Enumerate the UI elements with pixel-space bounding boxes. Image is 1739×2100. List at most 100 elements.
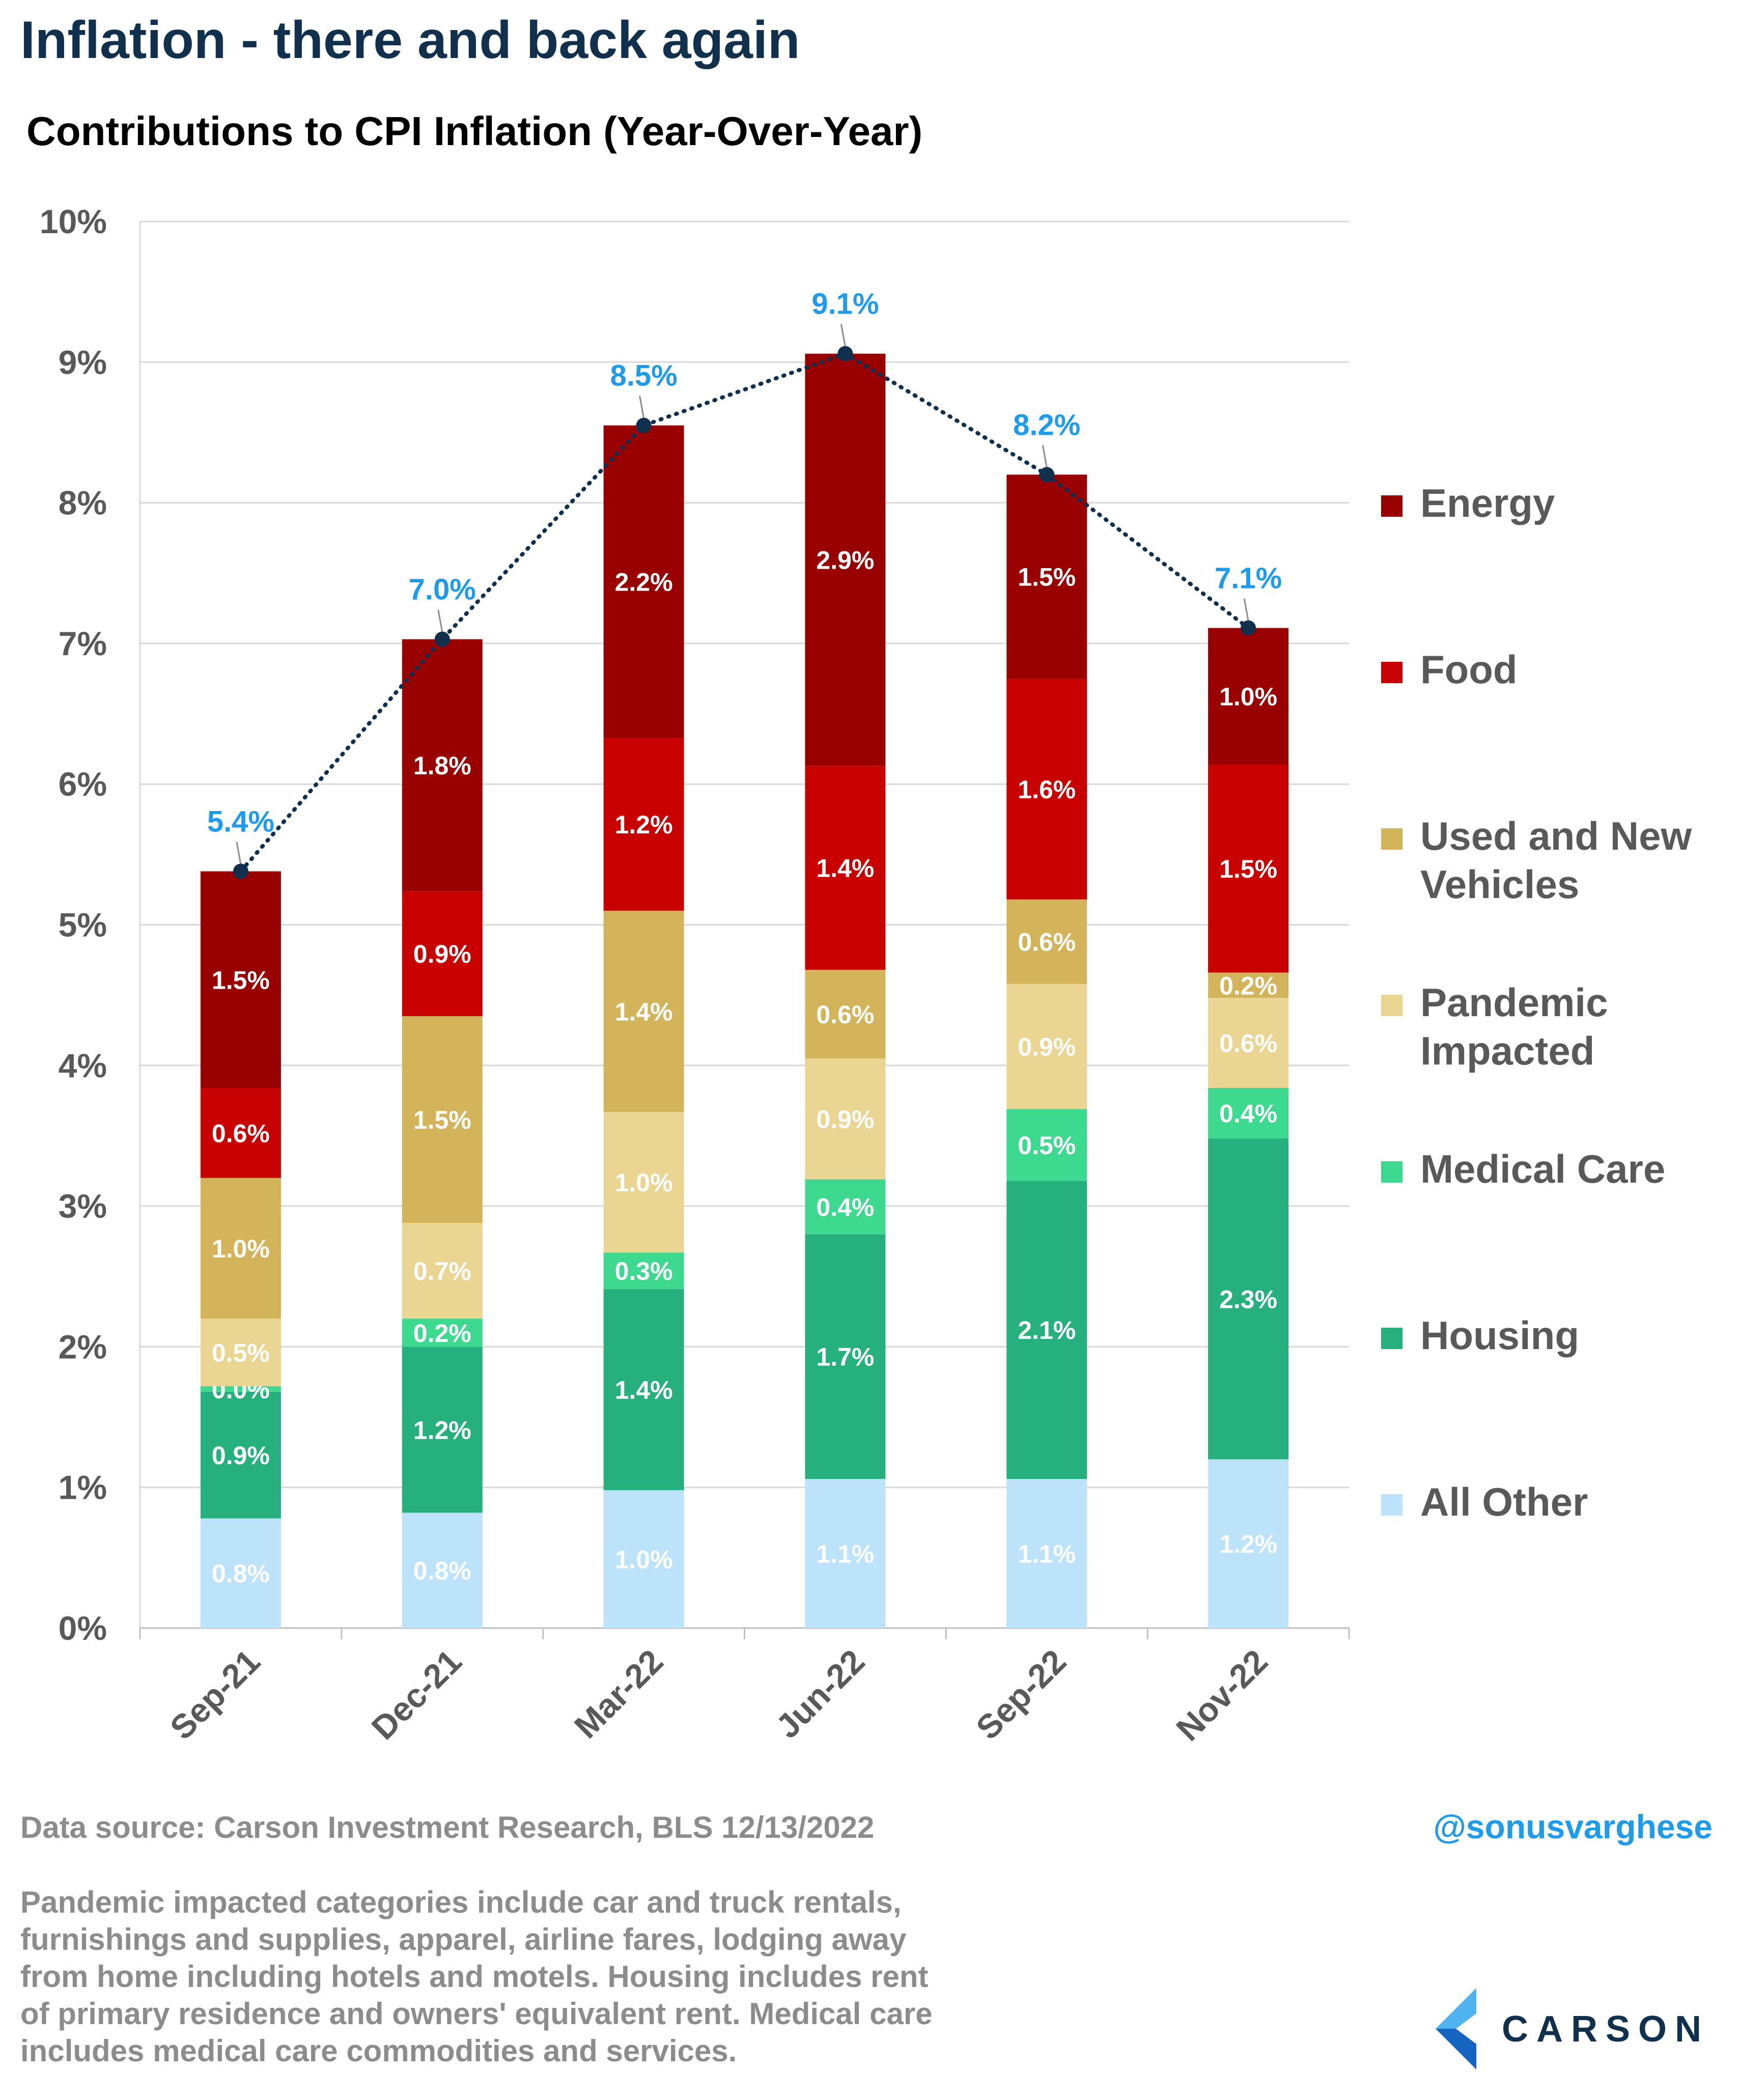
bar-segment-label: 1.5% bbox=[212, 966, 270, 994]
total-point bbox=[837, 346, 853, 361]
bar-segment-label: 1.2% bbox=[1219, 1530, 1277, 1558]
bar-segment bbox=[603, 1111, 684, 1253]
bar-segment-label: 0.9% bbox=[413, 940, 471, 968]
bar-segment-label: 1.2% bbox=[615, 810, 673, 839]
bar-segment bbox=[200, 1518, 281, 1628]
bar-segment bbox=[200, 1178, 281, 1319]
bar-segment-label: 0.2% bbox=[1219, 971, 1277, 1000]
bar-segment-label: 2.2% bbox=[615, 568, 673, 596]
bar-segment-label: 1.2% bbox=[413, 1416, 471, 1444]
gridlines bbox=[139, 220, 1350, 1639]
y-axis-ticks: 0% 1% 2% 3% 4% 5% 6% 7% 8% 9% 10% bbox=[40, 203, 107, 1647]
bar-segment-label: 1.4% bbox=[615, 1376, 673, 1405]
bar-segment-label: 0.9% bbox=[1018, 1032, 1076, 1061]
bar-segment bbox=[1006, 1181, 1087, 1479]
bar-segment bbox=[1006, 1109, 1087, 1181]
bar-segment-label: 0.2% bbox=[413, 1319, 471, 1348]
total-label: 9.1% bbox=[811, 288, 879, 321]
total-point bbox=[233, 863, 248, 879]
total-point bbox=[1241, 620, 1256, 636]
author-handle[interactable]: @sonusvarghese bbox=[1433, 1808, 1713, 1845]
bar-segment bbox=[402, 639, 483, 891]
bar-segment-label: 0.7% bbox=[413, 1257, 471, 1285]
x-tick-label: Jun-22 bbox=[769, 1642, 872, 1746]
bar-segment-label: 0.4% bbox=[1219, 1100, 1277, 1128]
bar-segment bbox=[402, 1223, 483, 1319]
bar-segment bbox=[1208, 1088, 1289, 1139]
carson-logo: CARSON bbox=[1425, 1983, 1710, 2075]
carson-logo-mark-icon bbox=[1436, 1988, 1476, 2069]
y-tick-label: 8% bbox=[59, 484, 107, 522]
bar-segment-label: 1.0% bbox=[615, 1168, 673, 1197]
y-tick-label: 0% bbox=[59, 1609, 107, 1647]
bar-segment-label: 1.6% bbox=[1018, 775, 1076, 804]
total-point bbox=[636, 417, 652, 433]
bar-segment bbox=[200, 871, 281, 1088]
bar-segment-label: 0.4% bbox=[816, 1193, 874, 1221]
legend-label: Vehicles bbox=[1420, 862, 1579, 907]
bar-segment bbox=[805, 766, 886, 970]
legend-swatch bbox=[1381, 995, 1403, 1016]
bar-segment-label: 0.5% bbox=[212, 1338, 270, 1367]
legend-label: Used and New bbox=[1420, 814, 1692, 858]
bar-segment-label: 0.3% bbox=[615, 1257, 673, 1285]
y-tick-label: 6% bbox=[59, 765, 107, 803]
bar-segment bbox=[402, 891, 483, 1017]
footnote: Pandemic impacted categories include car… bbox=[20, 1884, 1064, 2069]
x-tick-label: Sep-21 bbox=[162, 1642, 267, 1747]
bar-segment-label: 0.9% bbox=[212, 1441, 270, 1470]
y-tick-label: 3% bbox=[59, 1187, 107, 1225]
bar-segment-label: 1.4% bbox=[615, 997, 673, 1026]
total-label-leader bbox=[1042, 445, 1048, 468]
total-label-leader bbox=[639, 396, 645, 418]
bar-segment-label: 1.0% bbox=[1219, 683, 1277, 711]
bar-segment-label: 0.8% bbox=[413, 1557, 471, 1585]
bar-segment bbox=[1006, 1479, 1087, 1628]
total-point bbox=[1039, 467, 1055, 483]
bar-segment bbox=[402, 1016, 483, 1223]
footnote-line: from home including hotels and motels. H… bbox=[20, 1959, 929, 1994]
chart-subtitle: Contributions to CPI Inflation (Year-Ove… bbox=[26, 108, 923, 154]
x-tick-label: Nov-22 bbox=[1169, 1642, 1275, 1748]
y-tick-label: 10% bbox=[40, 203, 107, 240]
x-tick-label: Mar-22 bbox=[567, 1642, 670, 1746]
total-label: 8.2% bbox=[1013, 408, 1080, 441]
footnote-line: of primary residence and owners' equival… bbox=[20, 1997, 933, 2031]
legend-label: Impacted bbox=[1420, 1028, 1594, 1073]
footnote-line: Pandemic impacted categories include car… bbox=[20, 1885, 902, 1919]
x-tick-label: Dec-21 bbox=[364, 1642, 468, 1747]
bar-segment-label: 1.1% bbox=[1018, 1540, 1076, 1569]
bar-segment bbox=[1006, 474, 1087, 679]
legend-label: Pandemic bbox=[1420, 980, 1608, 1025]
y-tick-label: 9% bbox=[59, 343, 107, 381]
bar-segment-label: 0.9% bbox=[816, 1105, 874, 1134]
bar-segment bbox=[805, 1179, 886, 1235]
bar-segment bbox=[200, 1391, 281, 1519]
bar-segment-label: 0.6% bbox=[1219, 1029, 1277, 1058]
bar-segment-label: 0.6% bbox=[212, 1119, 270, 1147]
total-label-leader bbox=[840, 324, 846, 347]
legend-label: All Other bbox=[1420, 1479, 1588, 1524]
bar-segment bbox=[200, 1386, 281, 1392]
total-label: 8.5% bbox=[610, 359, 677, 393]
legend-swatch bbox=[1381, 1161, 1403, 1183]
bar-segment bbox=[805, 969, 886, 1058]
bar-segment bbox=[1006, 899, 1087, 984]
bar-segment bbox=[603, 738, 684, 911]
bar-segment-label: 1.5% bbox=[1018, 563, 1076, 592]
stacked-bar-chart: 0%1%2%3%4%5%6%7%8%9%10% 0.8%0.9%0.0%0.5%… bbox=[40, 203, 1692, 1748]
bar-segment bbox=[1006, 984, 1087, 1109]
data-source: Data source: Carson Investment Research,… bbox=[20, 1810, 875, 1844]
bar-segment bbox=[805, 353, 886, 766]
bars: 0.8%0.9%0.0%0.5%1.0%0.6%1.5%0.8%1.2%0.2%… bbox=[200, 353, 1289, 1628]
x-tick-label: Sep-22 bbox=[969, 1642, 1073, 1747]
bar-segment bbox=[603, 425, 684, 738]
total-line: 5.4% 7.0% 8.5% 9.1% 8.2% 7.1% bbox=[207, 288, 1282, 879]
bar-segment-label: 0.6% bbox=[1018, 928, 1076, 957]
bar-segment bbox=[402, 1347, 483, 1513]
bar-segment-label: 1.1% bbox=[816, 1540, 874, 1569]
total-label: 7.0% bbox=[409, 573, 476, 606]
legend-swatch bbox=[1381, 1328, 1403, 1349]
bar-segment-label: 1.8% bbox=[413, 751, 471, 780]
bar-segment bbox=[402, 1319, 483, 1347]
